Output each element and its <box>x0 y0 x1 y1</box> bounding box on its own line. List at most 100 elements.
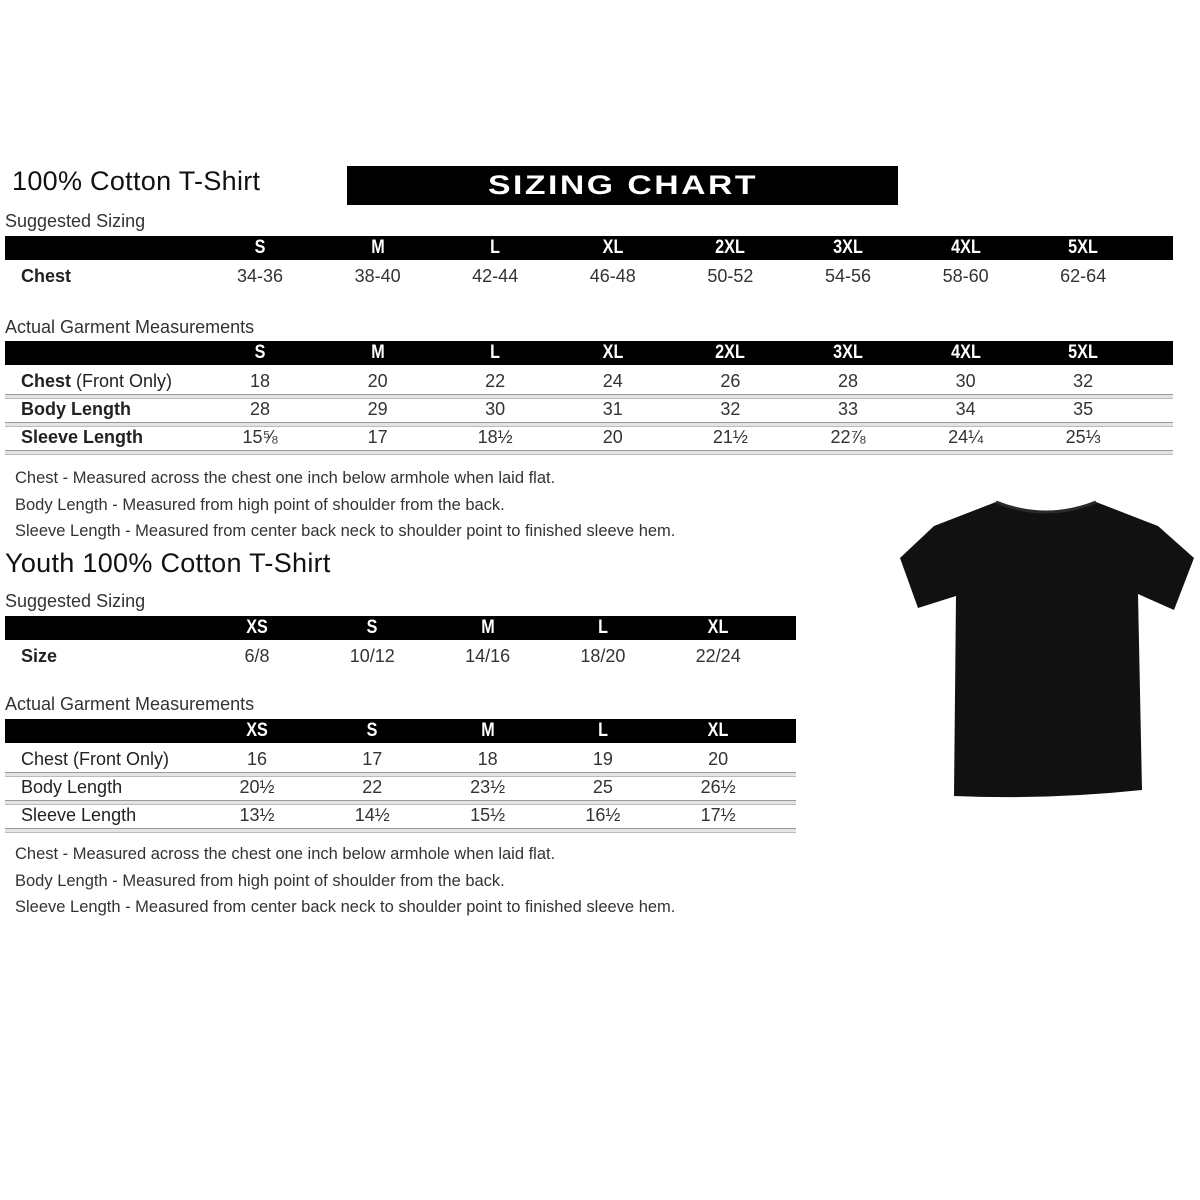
table-cell: 46-48 <box>589 266 636 286</box>
size-header: 4XL <box>950 342 981 363</box>
size-header-bar: XS S M L XL <box>5 616 796 640</box>
table-cell: 23½ <box>470 777 506 797</box>
size-header: L <box>597 617 608 638</box>
table-cell: 22⅞ <box>830 427 866 447</box>
size-header-bar: S M L XL 2XL 3XL 4XL 5XL <box>5 236 1173 260</box>
row-label: Chest (Front Only) <box>21 749 170 769</box>
table-row: Chest (Front Only) 16 17 18 19 20 <box>5 745 796 773</box>
table-cell: 24¼ <box>948 427 984 447</box>
row-divider <box>5 828 796 833</box>
youth-notes: Chest - Measured across the chest one in… <box>15 841 675 921</box>
size-header-bar: XS S M L XL <box>5 719 796 743</box>
size-header: 5XL <box>1068 342 1099 363</box>
adult-suggested-label: Suggested Sizing <box>5 211 146 231</box>
size-header: L <box>597 720 608 741</box>
table-cell: 22/24 <box>695 646 741 666</box>
youth-actual-label: Actual Garment Measurements <box>5 694 255 714</box>
table-cell: 14/16 <box>465 646 511 666</box>
table-cell: 17½ <box>700 805 736 825</box>
table-cell: 28 <box>837 371 859 391</box>
note: Chest - Measured across the chest one in… <box>15 469 556 487</box>
note: Sleeve Length - Measured from center bac… <box>15 898 676 916</box>
black-tshirt-icon <box>900 500 1194 798</box>
row-label: Body Length <box>21 777 123 797</box>
table-cell: 18/20 <box>580 646 626 666</box>
size-header: M <box>480 720 495 741</box>
row-divider <box>5 422 1173 427</box>
table-row: Chest 34-36 38-40 42-44 46-48 50-52 54-56 58-60… <box>5 262 1173 290</box>
size-header: XS <box>246 617 268 638</box>
adult-title: 100% Cotton T-Shirt <box>12 166 261 196</box>
table-cell: 50-52 <box>707 266 754 286</box>
table-cell: 22 <box>362 777 383 797</box>
row-label: Size <box>21 646 58 666</box>
size-header: XL <box>602 342 624 363</box>
size-header: 3XL <box>833 237 863 258</box>
table-cell: 6/8 <box>244 646 270 666</box>
table-cell: 42-44 <box>472 266 519 286</box>
table-cell: 15½ <box>470 805 506 825</box>
table-cell: 19 <box>592 749 613 769</box>
size-header: M <box>370 342 385 363</box>
table-row: Size 6/8 10/12 14/16 18/20 22/24 <box>5 642 796 670</box>
table-cell: 18 <box>477 749 498 769</box>
table-cell: 32 <box>1073 371 1094 391</box>
size-header-bar: S M L XL 2XL 3XL 4XL 5XL <box>5 341 1173 365</box>
size-header: S <box>366 720 378 741</box>
size-header: XS <box>246 720 268 741</box>
table-cell: 26½ <box>700 777 736 797</box>
table-cell: 20 <box>367 371 388 391</box>
size-header: 4XL <box>950 237 981 258</box>
table-cell: 34 <box>955 399 976 419</box>
table-cell: 30 <box>955 371 976 391</box>
table-row: Body Length 20½ 22 23½ 25 26½ <box>5 773 796 801</box>
table-cell: 14½ <box>354 805 390 825</box>
table-cell: 58-60 <box>942 266 989 286</box>
note: Body Length - Measured from high point o… <box>15 495 505 514</box>
table-cell: 54-56 <box>824 266 872 286</box>
size-header: XL <box>602 237 624 258</box>
table-cell: 31 <box>602 399 623 419</box>
table-cell: 13½ <box>239 805 275 825</box>
youth-title: Youth 100% Cotton T-Shirt <box>5 548 331 578</box>
table-cell: 25 <box>592 777 613 797</box>
size-header: 2XL <box>715 237 746 258</box>
table-cell: 35 <box>1073 399 1094 419</box>
row-divider <box>5 800 796 805</box>
table-cell: 29 <box>367 399 388 419</box>
row-divider <box>5 394 1173 399</box>
table-cell: 22 <box>485 371 506 391</box>
row-label: Chest <box>21 266 72 286</box>
table-cell: 16½ <box>585 805 621 825</box>
size-header: XL <box>707 617 729 638</box>
table-cell: 26 <box>720 371 741 391</box>
row-divider <box>5 772 796 777</box>
table-cell: 33 <box>837 399 859 419</box>
table-cell: 20½ <box>239 777 275 797</box>
table-cell: 18½ <box>477 427 513 447</box>
size-header: L <box>490 237 501 258</box>
table-cell: 30 <box>485 399 506 419</box>
adult-notes: Chest - Measured across the chest one in… <box>15 465 675 545</box>
table-cell: 17 <box>362 749 383 769</box>
size-header: S <box>366 617 378 638</box>
row-label: Body Length <box>21 399 131 419</box>
table-cell: 28 <box>249 399 271 419</box>
size-header: 3XL <box>833 342 863 363</box>
table-cell: 17 <box>367 427 388 447</box>
table-cell: 18 <box>249 371 271 391</box>
row-divider <box>5 450 1173 455</box>
table-cell: 38-40 <box>354 266 401 286</box>
size-header: L <box>490 342 501 363</box>
table-cell: 34-36 <box>236 266 284 286</box>
table-cell: 25⅓ <box>1065 427 1101 447</box>
adult-actual-label: Actual Garment Measurements <box>5 317 255 337</box>
table-cell: 32 <box>720 399 741 419</box>
row-label: Sleeve Length <box>21 427 144 447</box>
size-header: 2XL <box>715 342 746 363</box>
row-label: Chest (Front Only) <box>21 371 173 391</box>
sizing-chart-banner: SIZING CHART <box>347 166 898 205</box>
size-header: S <box>254 342 266 363</box>
youth-suggested-label: Suggested Sizing <box>5 591 146 611</box>
size-header: XL <box>707 720 729 741</box>
